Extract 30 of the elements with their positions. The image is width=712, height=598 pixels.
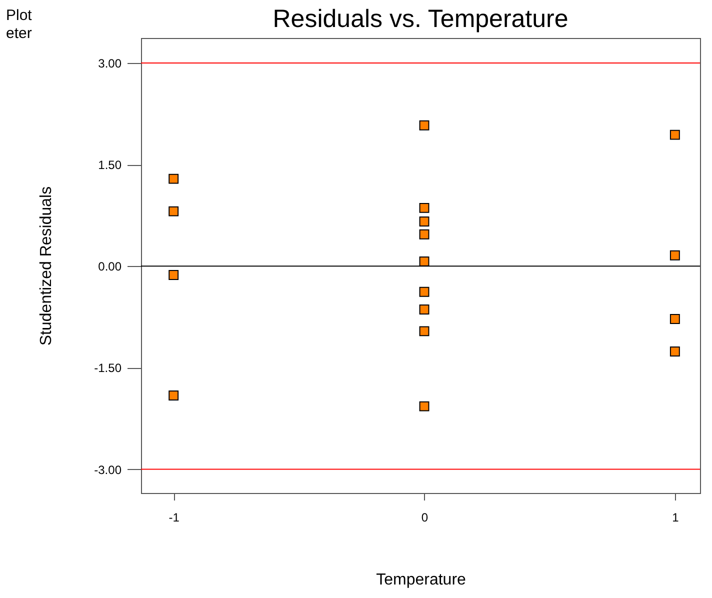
- point: [419, 256, 430, 266]
- text: Plot: [6, 7, 33, 24]
- x-tick-label: -1: [168, 510, 180, 524]
- text: eter: [6, 25, 32, 42]
- point: [419, 216, 430, 226]
- point: [168, 270, 179, 280]
- y-tick-label: 1.50: [98, 158, 122, 172]
- point: [419, 286, 430, 297]
- x-tick-label: 1: [672, 510, 680, 524]
- y-tick-label: -3.00: [94, 462, 122, 477]
- point: [419, 202, 430, 213]
- point: [419, 229, 430, 240]
- point: [670, 314, 680, 324]
- x-tick-label: 0: [421, 510, 428, 524]
- point: [168, 174, 179, 184]
- y-tick-label: 3.00: [98, 56, 122, 71]
- point: [670, 346, 680, 356]
- point: [419, 326, 430, 336]
- x-axis-title: Temperature: [376, 572, 466, 588]
- point: [168, 206, 179, 216]
- y-tick-label: 0.00: [98, 260, 122, 274]
- chart-title: Residuals vs. Temperature: [272, 5, 568, 33]
- point: [419, 304, 430, 314]
- point: [168, 390, 179, 400]
- point: [419, 120, 430, 130]
- point: [670, 250, 680, 260]
- point: [670, 130, 680, 140]
- point: [419, 401, 430, 412]
- y-tick-label: -1.50: [94, 361, 122, 376]
- y-axis-title: Studentized Residuals: [38, 186, 56, 346]
